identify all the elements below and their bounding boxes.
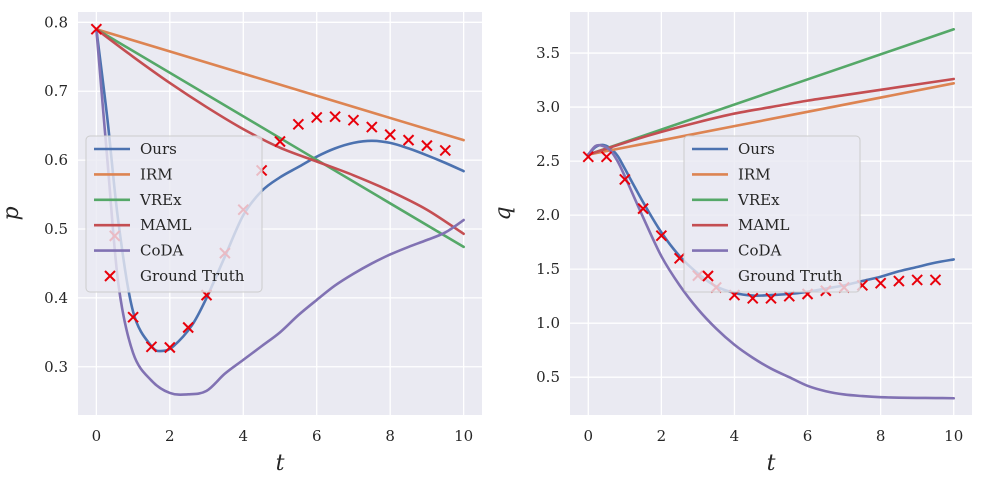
ground-truth-marker	[619, 173, 631, 186]
ground-truth-markers	[582, 151, 942, 305]
ground-truth-marker	[402, 134, 415, 146]
x-tick-label: 10	[944, 427, 963, 445]
ground-truth-marker	[439, 144, 451, 157]
legend-marker-swatch	[104, 270, 116, 282]
x-axis-label: t	[767, 451, 776, 476]
legend-label: CoDA	[140, 242, 184, 260]
ground-truth-marker	[929, 274, 942, 286]
legend-item: MAML	[94, 216, 192, 234]
ground-truth-marker	[893, 275, 905, 287]
series-line-irm	[586, 82, 956, 156]
ground-truth-marker	[274, 135, 286, 148]
panel-2: 0 2 4 6 8 10 0.5 1.0 1.5 2.0 2.5 3.0 3.5 t q Ours IRM VRE…	[491, 12, 972, 476]
x-tick-label: 8	[385, 427, 395, 445]
x-tick-label: 10	[454, 427, 473, 445]
series-line-irm	[95, 27, 465, 142]
legend-label: IRM	[738, 165, 771, 183]
series-line-vrex	[95, 27, 465, 249]
ground-truth-marker	[384, 128, 396, 141]
series-line-maml	[586, 77, 956, 156]
legend-item: Ground Truth	[104, 267, 245, 285]
y-tick-label: 2.0	[536, 206, 560, 224]
y-tick-label: 0.4	[44, 289, 68, 307]
y-axis-label: q	[491, 206, 516, 220]
ground-truth-marker	[421, 139, 433, 152]
ground-truth-marker	[911, 274, 923, 286]
legend-marker-swatch	[702, 270, 714, 282]
y-tick-label: 0.8	[44, 13, 68, 31]
panel-1: 0 2 4 6 8 10 0.3 0.4 0.5 0.6 0.7 0.8 t p Ours IRM VREx MA…	[0, 12, 482, 476]
series-line-coda	[586, 143, 956, 400]
y-axis-label: p	[0, 206, 24, 220]
x-axis-label: t	[276, 451, 285, 476]
x-tick-label: 8	[876, 427, 886, 445]
y-tick-label: 0.5	[44, 220, 68, 238]
ground-truth-marker	[600, 151, 613, 163]
ground-truth-marker	[765, 292, 777, 305]
legend: Ours IRM VREx MAML CoDA Ground Truth	[85, 135, 263, 293]
ground-truth-marker	[783, 290, 795, 302]
legend-item: Ours	[692, 140, 775, 158]
ground-truth-marker	[582, 151, 594, 163]
ground-truth-marker	[329, 111, 341, 123]
legend-label: VREx	[737, 191, 780, 209]
legend-label: MAML	[140, 216, 192, 234]
y-tick-label: 2.5	[536, 152, 560, 170]
x-tick-label: 0	[583, 427, 593, 445]
x-tick-label: 4	[730, 427, 740, 445]
ground-truth-marker	[655, 229, 668, 242]
series-lines	[586, 27, 956, 400]
x-tick-label: 6	[803, 427, 813, 445]
legend-item: IRM	[692, 165, 771, 183]
ground-truth-marker	[637, 202, 649, 215]
legend-label: Ours	[738, 140, 775, 158]
x-tick-label: 2	[165, 427, 175, 445]
y-tick-label: 0.7	[44, 82, 68, 100]
legend-item: CoDA	[692, 242, 782, 260]
y-tick-label: 3.5	[536, 44, 560, 62]
y-tick-label: 1.0	[536, 314, 560, 332]
ground-truth-marker	[145, 341, 158, 353]
legend-item: CoDA	[94, 242, 184, 260]
legend-label: MAML	[738, 216, 790, 234]
legend-label: IRM	[140, 165, 173, 183]
legend-label: Ground Truth	[738, 267, 843, 285]
ground-truth-marker	[127, 311, 139, 323]
series-line-coda	[95, 27, 465, 396]
x-tick-label: 4	[238, 427, 248, 445]
legend-item: MAML	[692, 216, 790, 234]
x-tick-label: 2	[657, 427, 667, 445]
y-tick-label: 0.6	[44, 151, 68, 169]
ground-truth-marker	[747, 292, 759, 305]
legend: Ours IRM VREx MAML CoDA Ground Truth	[683, 135, 861, 293]
y-tick-label: 0.3	[44, 358, 68, 376]
x-tick-label: 0	[92, 427, 102, 445]
legend-item: VREx	[94, 191, 182, 209]
y-tick-label: 3.0	[536, 98, 560, 116]
ground-truth-marker	[182, 321, 194, 334]
ground-truth-marker	[90, 23, 103, 35]
ground-truth-marker	[347, 114, 360, 126]
legend-label: Ground Truth	[140, 267, 245, 285]
ground-truth-marker	[292, 118, 305, 130]
legend-label: Ours	[140, 140, 177, 158]
x-tick-label: 6	[312, 427, 322, 445]
legend-item: Ours	[94, 140, 177, 158]
ground-truth-marker	[164, 341, 176, 354]
y-tick-label: 1.5	[536, 260, 560, 278]
series-line-ours	[586, 143, 956, 298]
legend-label: CoDA	[738, 242, 782, 260]
legend-item: VREx	[692, 191, 780, 209]
ground-truth-marker	[874, 277, 887, 289]
y-tick-label: 0.5	[536, 368, 560, 386]
series-line-maml	[95, 27, 465, 236]
legend-label: VREx	[139, 191, 182, 209]
legend-item: Ground Truth	[702, 267, 843, 285]
ground-truth-marker	[366, 121, 378, 133]
ground-truth-marker	[311, 111, 323, 124]
legend-item: IRM	[94, 165, 173, 183]
ground-truth-marker	[673, 252, 686, 265]
